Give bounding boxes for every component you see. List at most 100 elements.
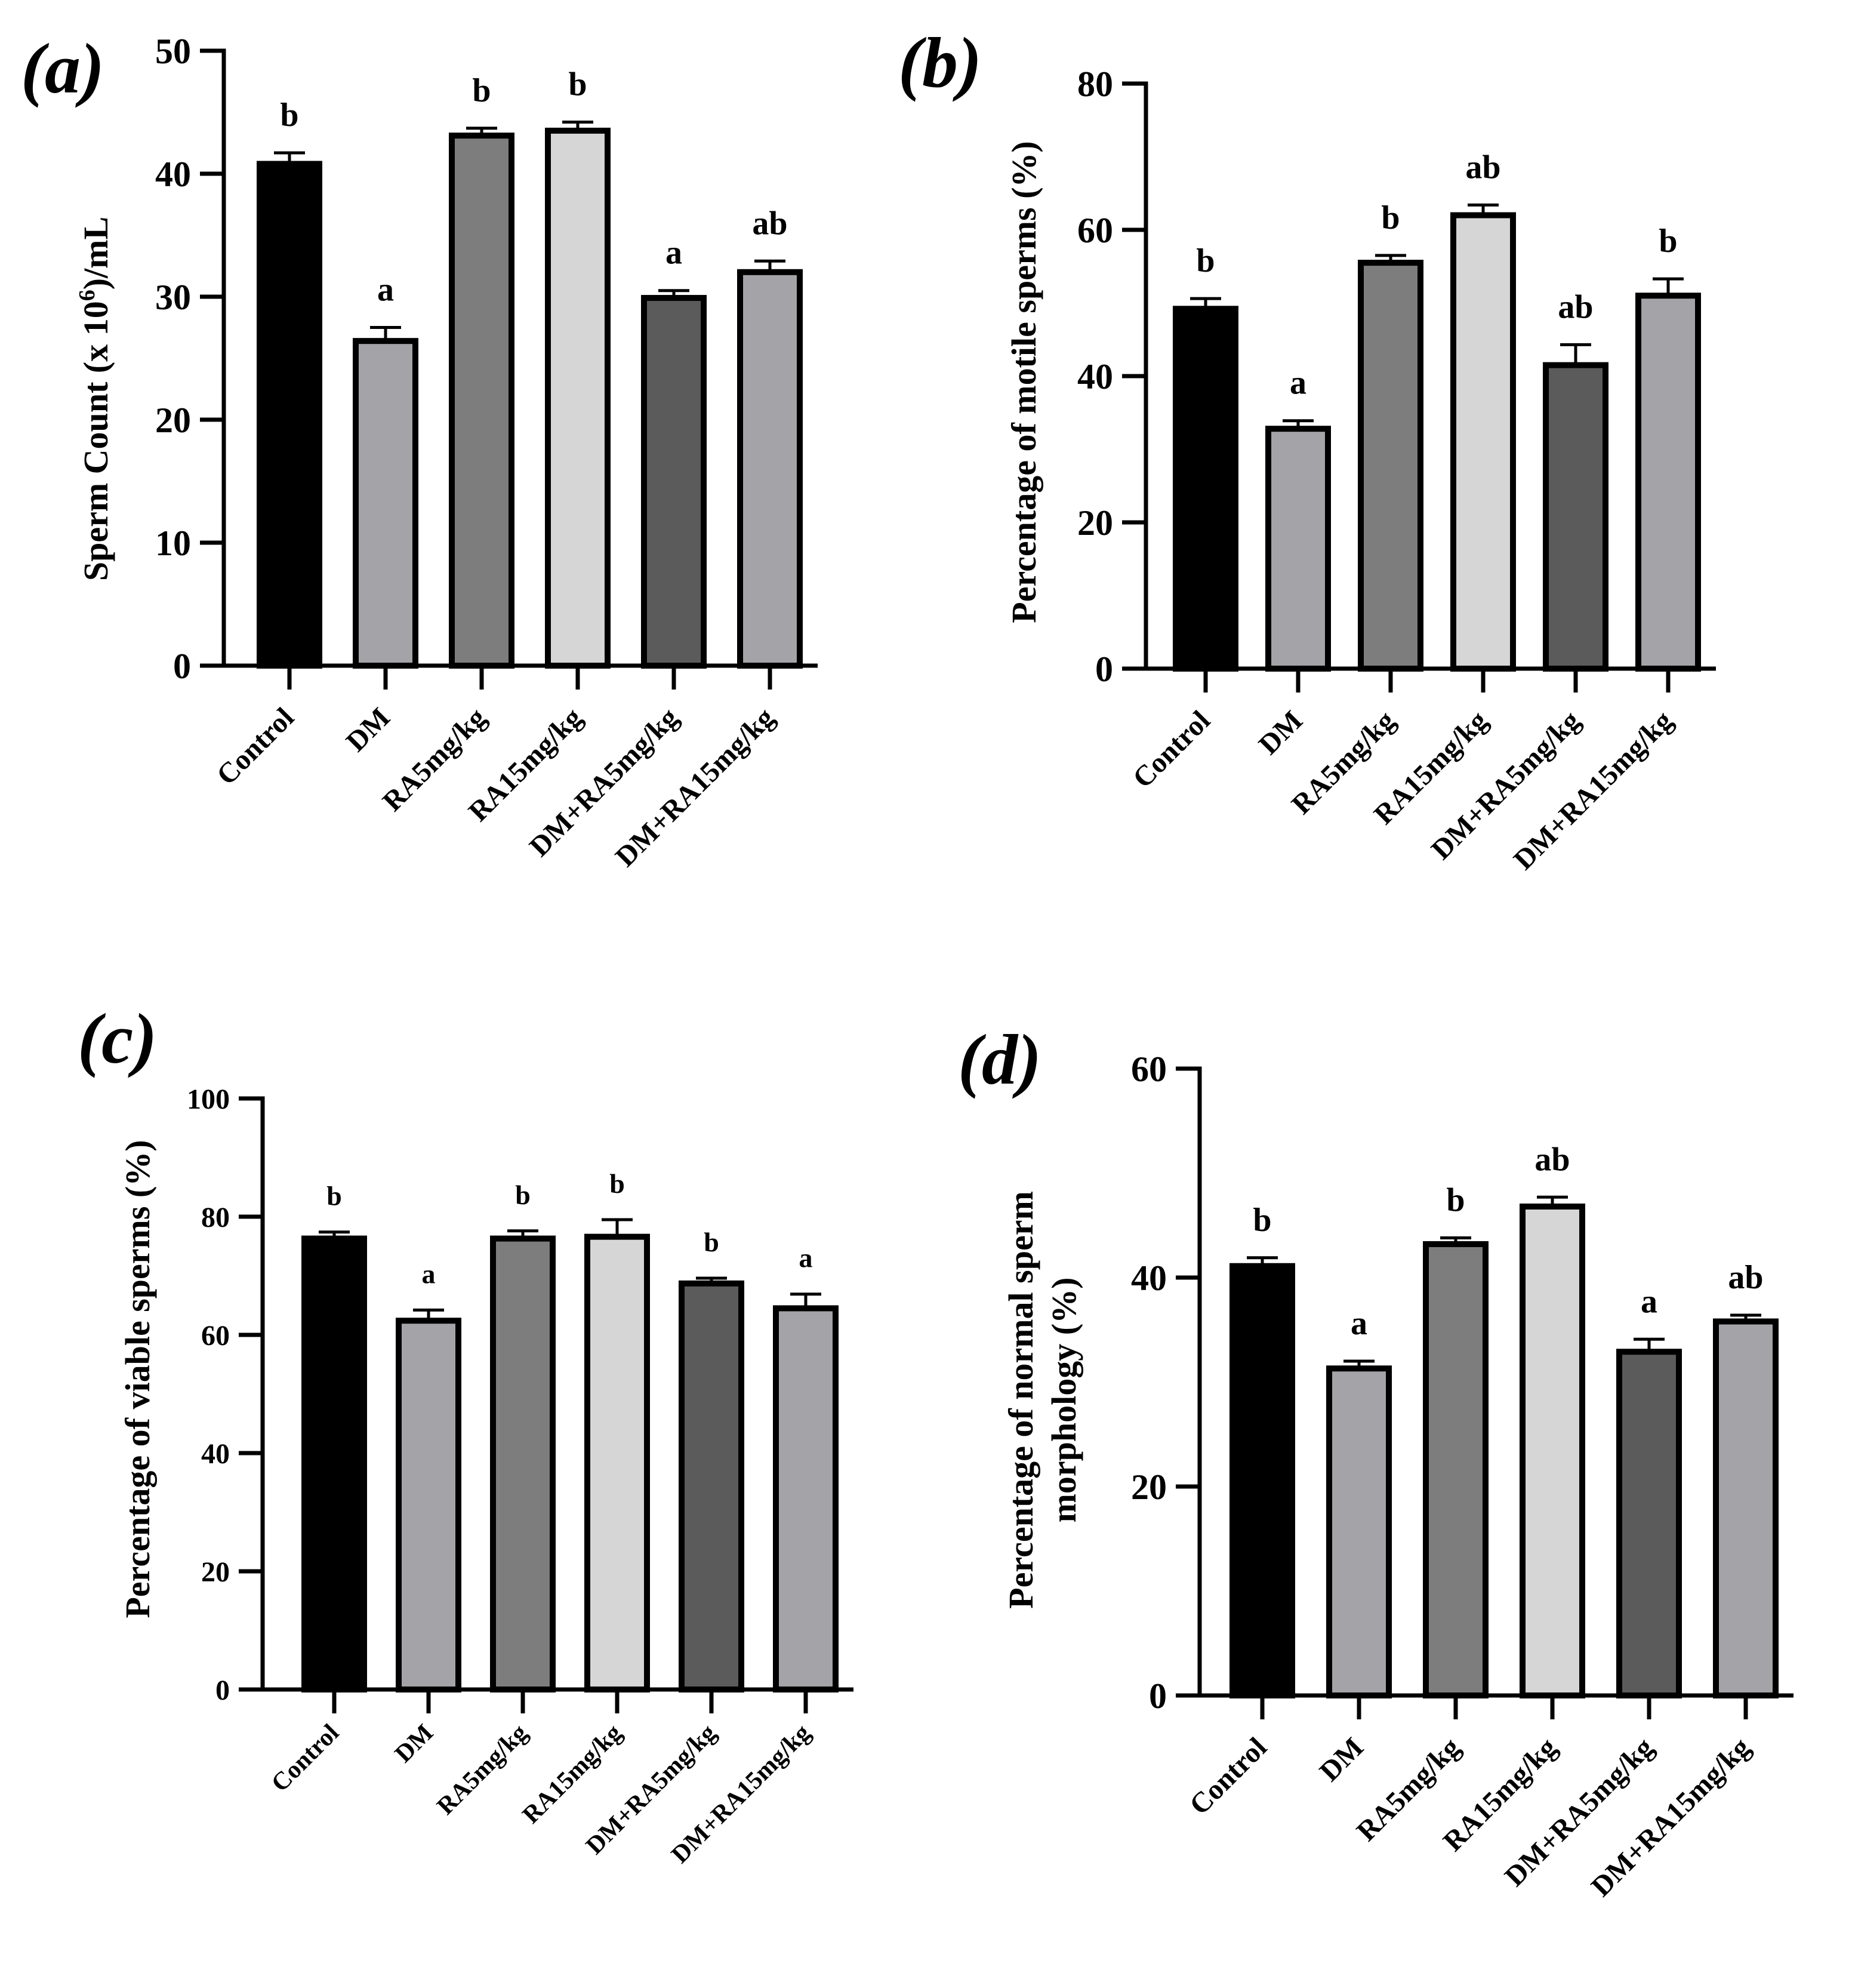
panel-b-sig-label: b <box>1659 223 1677 260</box>
panel-c-bar <box>396 1318 461 1692</box>
panel-c-sig-label: b <box>515 1180 531 1210</box>
panel-c-sig-label: b <box>326 1181 342 1211</box>
panel-a-category-label: DM <box>340 701 396 758</box>
panel-a-bar <box>545 127 611 669</box>
panel-a-sig-label: a <box>665 235 682 272</box>
panel-d-bar <box>1616 1349 1682 1698</box>
panel-a-ylabel-superscript: 6 <box>75 290 100 301</box>
panel-c-plot: 020406080100bControlaDMbRA5mg/kgbRA15mg/… <box>187 1084 853 1869</box>
panel-c-ytick-label: 100 <box>187 1084 230 1115</box>
panel-d-ylabel-line2: morphology (%) <box>1044 1278 1083 1523</box>
panel-d-plot: 0204060bControlaDMbRA5mg/kgabRA15mg/kgaD… <box>1131 1050 1794 1903</box>
panel-d-category-label: Control <box>1184 1731 1273 1821</box>
panel-a-ylabel: Sperm Count (x 106)/mL <box>75 217 115 581</box>
panel-a-sig-label: ab <box>752 205 787 242</box>
panel-a-label: (a) <box>21 29 104 108</box>
panel-c-bar <box>301 1235 367 1692</box>
panel-b-ytick-label: 80 <box>1077 64 1113 104</box>
panel-a-bar <box>353 338 418 669</box>
panel-c-category-label: DM <box>390 1719 439 1768</box>
panel-b: (b) Percentage of motile sperms (%) 0 20 4… <box>898 23 1716 876</box>
panel-c-label: (c) <box>78 999 157 1078</box>
panel-b-bar <box>1173 306 1238 672</box>
panel-d-bar <box>1423 1241 1489 1698</box>
panel-b-label: (b) <box>898 23 982 102</box>
panel-a-ytick-label: 50 <box>155 32 191 71</box>
panel-d-ytick-label: 40 <box>1131 1258 1167 1298</box>
panel-b-ytick-label: 0 <box>1095 650 1113 689</box>
panel-b-sig-label: a <box>1290 365 1306 402</box>
panel-b-sig-label: ab <box>1558 288 1593 325</box>
panel-a-bar <box>257 161 322 669</box>
panel-b-sig-label: b <box>1381 199 1400 236</box>
panel-a-category-label: DM+RA15mg/kg <box>609 701 781 873</box>
panel-b-sig-label: ab <box>1465 149 1500 186</box>
panel-b-bar <box>1543 362 1608 672</box>
panel-d-sig-label: ab <box>1728 1259 1763 1296</box>
panel-c-bar <box>773 1305 839 1692</box>
panel-c-category-label: RA5mg/kg <box>432 1719 533 1820</box>
panel-c-ytick-label: 40 <box>201 1438 230 1470</box>
panel-d-sig-label: a <box>1641 1283 1657 1320</box>
panel-c-category-label: Control <box>266 1719 344 1798</box>
panel-c-ytick-label: 80 <box>201 1202 230 1233</box>
panel-a-plot: 01020304050bControlaDMbRA5mg/kgbRA15mg/k… <box>155 32 818 873</box>
panel-b-ytick-label: 40 <box>1077 357 1113 396</box>
panel-a-sig-label: b <box>568 66 587 103</box>
panel-c-sig-label: b <box>704 1227 719 1257</box>
panel-a-bar <box>737 269 803 669</box>
panel-b-bar <box>1358 260 1423 672</box>
panel-c-ytick-label: 0 <box>215 1675 230 1706</box>
panel-c-bar <box>584 1233 650 1692</box>
panel-d-label: (d) <box>958 1020 1041 1099</box>
panel-a-sig-label: a <box>377 272 394 309</box>
panel-d-bar <box>1229 1263 1295 1698</box>
panel-a-ytick-label: 10 <box>155 524 191 563</box>
panel-b-category-label: DM <box>1253 704 1309 761</box>
panel-b-ylabel: Percentage of motile sperms (%) <box>1004 141 1043 623</box>
panel-a-ylabel-main: Sperm Count (x 10 <box>76 301 115 581</box>
panel-b-category-label: Control <box>1127 704 1216 794</box>
panel-b-plot: 020406080bControlaDMbRA5mg/kgabRA15mg/kg… <box>1077 64 1716 876</box>
panel-a-category-label: Control <box>211 701 300 791</box>
panel-a-ytick-label: 30 <box>155 278 191 317</box>
panel-c-sig-label: b <box>609 1168 625 1199</box>
panel-a-sig-label: b <box>280 97 298 134</box>
panel-a-ylabel-tail: )/mL <box>76 217 115 290</box>
panel-c: (c) Percentage of viable sperms (%) 0 20 4… <box>78 999 853 1869</box>
panel-d-sig-label: ab <box>1534 1141 1570 1178</box>
panel-a-sig-label: b <box>472 72 491 109</box>
panel-d-bar <box>1713 1318 1779 1698</box>
panel-b-category-label: DM+RA15mg/kg <box>1508 704 1679 876</box>
panel-d-ylabel: Percentage of normal sperm morphology (%) <box>1002 1191 1083 1609</box>
panel-a-ytick-label: 40 <box>155 155 191 194</box>
panel-d-ytick-label: 60 <box>1131 1050 1167 1089</box>
panel-c-ytick-label: 60 <box>201 1320 230 1352</box>
panel-c-ylabel: Percentage of viable sperms (%) <box>118 1140 157 1618</box>
panel-d-bar <box>1520 1204 1585 1698</box>
panel-d-sig-label: b <box>1446 1182 1465 1219</box>
panel-b-sig-label: b <box>1196 242 1215 279</box>
panel-d-sig-label: b <box>1253 1202 1271 1239</box>
panel-d: (d) Percentage of normal sperm morphology… <box>958 1020 1794 1903</box>
panel-b-ytick-label: 20 <box>1077 503 1113 543</box>
panel-a-ytick-label: 20 <box>155 401 191 440</box>
panel-c-ytick-label: 20 <box>201 1556 230 1588</box>
panel-a: (a) Sperm Count (x 106)/mL 0 10 20 30 40 50 b C… <box>21 29 818 873</box>
panel-b-bar <box>1265 426 1331 672</box>
panel-d-ytick-label: 0 <box>1149 1676 1167 1716</box>
panel-c-sig-label: a <box>422 1258 436 1289</box>
panel-c-bar <box>679 1280 744 1693</box>
panel-c-sig-label: a <box>799 1243 813 1273</box>
panel-d-ytick-label: 20 <box>1131 1467 1167 1507</box>
panel-b-bar <box>1450 212 1516 672</box>
panel-c-bar <box>490 1235 556 1692</box>
panel-b-bar <box>1635 293 1701 672</box>
panel-d-ylabel-line1: Percentage of normal sperm <box>1002 1191 1040 1609</box>
panel-a-ytick-label: 0 <box>173 647 191 686</box>
panel-a-bar <box>449 133 514 669</box>
panel-d-category-label: DM <box>1314 1731 1370 1787</box>
panel-b-ytick-label: 60 <box>1077 211 1113 250</box>
panel-d-sig-label: a <box>1351 1305 1367 1342</box>
